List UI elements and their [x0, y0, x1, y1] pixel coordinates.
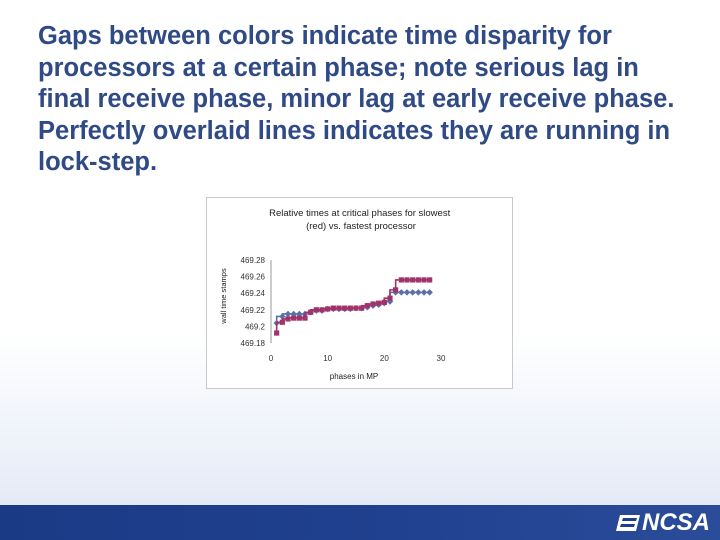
plot-area: 469.28 469.26 469.24 469.22 469.2 469.180 10 20…: [241, 256, 446, 363]
series-2-point: [347, 305, 353, 311]
x-axis-label: phases in MP: [330, 372, 378, 381]
series-1-point: [386, 298, 394, 305]
series-2-point: [319, 307, 325, 313]
x-tick-label: 10: [323, 354, 332, 363]
y-tick-label: 469.26: [241, 273, 266, 282]
series-2-point: [291, 315, 297, 321]
series-2-point: [302, 315, 308, 321]
x-tick-label: 30: [437, 354, 446, 363]
series-1-point: [284, 310, 292, 318]
series-2-point: [330, 305, 336, 311]
chart-title-line-2: (red) vs. fastest processor: [306, 221, 416, 232]
series-1-point: [420, 289, 428, 296]
series-2-point: [296, 315, 302, 321]
x-tick-label: 20: [380, 354, 389, 363]
series-1-point: [409, 289, 416, 296]
y-tick-label: 469.18: [241, 339, 266, 348]
y-tick-label: 469.24: [241, 289, 266, 298]
ncsa-flag-icon: [615, 515, 640, 531]
series-2-point: [279, 319, 285, 325]
series-2-point: [308, 309, 314, 315]
series-2-point: [404, 277, 410, 283]
series-1-point: [426, 289, 433, 296]
y-tick-label: 469.28: [241, 256, 266, 265]
chart-title: Relative times at critical phases for sl…: [269, 208, 453, 232]
ncsa-logo: NCSA: [615, 509, 710, 536]
series-1-point: [403, 289, 411, 296]
series-1-point: [279, 313, 286, 320]
series-2-point: [381, 299, 387, 305]
series-2-point: [387, 295, 393, 301]
series-2-point: [421, 277, 427, 283]
y-tick-label: 469.2: [245, 322, 266, 331]
ncsa-logo-text: NCSA: [641, 509, 710, 536]
series-2-point: [364, 303, 370, 309]
series-2-point: [336, 305, 342, 311]
series-2-point: [398, 277, 404, 283]
series-2-point: [285, 316, 291, 322]
footer-bar: NCSA: [0, 505, 720, 540]
series-2-point: [393, 287, 399, 293]
chart-title-line-1: Relative times at critical phases for sl…: [269, 208, 450, 219]
series-2-point: [313, 307, 319, 313]
series-2-point: [415, 277, 421, 283]
series-2-point: [274, 330, 280, 336]
series-2-point: [370, 301, 376, 307]
series-2-point: [410, 277, 416, 283]
y-axis-label: wall time stamps: [219, 268, 228, 325]
series-1-point: [415, 289, 422, 296]
series-2-point: [353, 305, 359, 311]
slide-body-text: Gaps between colors indicate time dispar…: [38, 22, 675, 176]
series-2-point: [359, 305, 365, 311]
series-2-point: [427, 277, 433, 283]
series-2-point: [325, 306, 331, 312]
x-tick-label: 0: [269, 354, 274, 363]
series-2-point: [342, 305, 348, 311]
chart-container: Relative times at critical phases for sl…: [206, 197, 513, 389]
y-tick-label: 469.22: [241, 306, 266, 315]
series-2-point: [376, 300, 382, 306]
series-1-point: [398, 289, 405, 296]
series-2-line: [275, 279, 430, 334]
scatter-chart: Relative times at critical phases for sl…: [219, 208, 453, 381]
